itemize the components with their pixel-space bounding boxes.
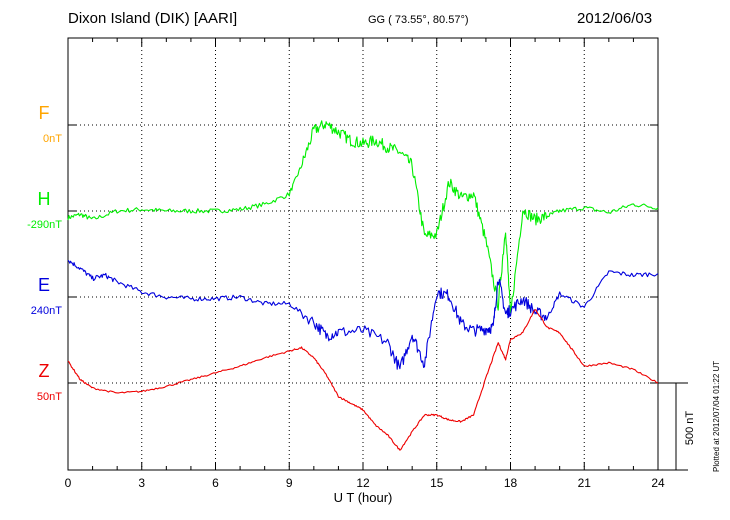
x-ticks bbox=[67, 38, 659, 470]
x-tick-label: 18 bbox=[504, 476, 518, 490]
plotted-timestamp: Plotted at 2012/07/04 01:22 UT bbox=[712, 360, 721, 472]
series-baseline-z: 50nT bbox=[37, 391, 62, 403]
x-axis-label: U T (hour) bbox=[334, 490, 393, 505]
x-tick-label: 3 bbox=[138, 476, 145, 490]
station-coords: GG ( 73.55°, 80.57°) bbox=[368, 14, 469, 26]
series-letter-h: H bbox=[38, 189, 51, 209]
series-letter-f: F bbox=[39, 103, 50, 123]
plot-date: 2012/06/03 bbox=[577, 10, 653, 27]
x-tick-label: 24 bbox=[651, 476, 665, 490]
x-tick-label: 9 bbox=[286, 476, 293, 490]
series-letter-e: E bbox=[38, 275, 50, 295]
series-line-z bbox=[67, 309, 659, 451]
x-tick-label: 0 bbox=[65, 476, 72, 490]
series-labels: F 0nT H -290nT E 240nT Z 50nT bbox=[27, 103, 62, 403]
x-tick-label: 15 bbox=[430, 476, 444, 490]
x-tick-label: 12 bbox=[356, 476, 370, 490]
station-title: Dixon Island (DIK) [AARI] bbox=[68, 10, 238, 27]
x-tick-label: 6 bbox=[212, 476, 219, 490]
series-traces bbox=[67, 120, 659, 451]
series-baseline-e: 240nT bbox=[31, 305, 62, 317]
scale-bar bbox=[658, 382, 688, 471]
grid-lines bbox=[68, 38, 658, 470]
series-line-e bbox=[67, 259, 659, 370]
series-letter-z: Z bbox=[39, 361, 50, 381]
series-baseline-f: 0nT bbox=[43, 133, 62, 145]
x-tick-label: 21 bbox=[578, 476, 592, 490]
series-baseline-h: -290nT bbox=[27, 219, 62, 231]
series-line-h bbox=[67, 120, 659, 314]
scale-bar-label: 500 nT bbox=[684, 411, 696, 446]
x-tick-labels: 0 3 6 9 12 15 18 21 24 bbox=[65, 476, 665, 490]
